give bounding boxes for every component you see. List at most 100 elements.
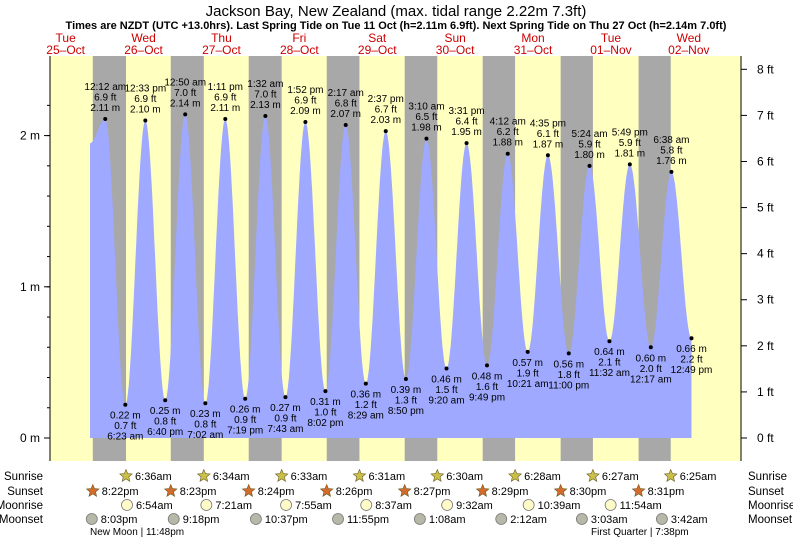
day-date: 01–Nov <box>590 43 631 57</box>
sunset-event: 8:26pm <box>319 483 372 498</box>
moonrise-icon <box>360 499 373 511</box>
tide-label-line: 6.9 ft <box>134 94 156 105</box>
moonrise-event: 6:54am <box>121 499 173 512</box>
sunset-event: 8:24pm <box>241 483 294 498</box>
moonrise-time: 8:37am <box>375 500 412 512</box>
high-tide-label: 6:38 am5.8 ft1.76 m <box>653 135 690 174</box>
sunrise-time: 6:31am <box>368 471 405 483</box>
sun-star-icon <box>163 483 178 497</box>
tide-label-line: 1.8 ft <box>558 370 580 381</box>
sunset-event: 8:31pm <box>631 483 685 498</box>
tide-label-line: 1.80 m <box>574 150 605 161</box>
high-tide-label: 2:37 pm6.7 ft2.03 m <box>368 94 404 134</box>
sunset-time: 8:27pm <box>414 486 451 498</box>
high-tide-label: 5:24 am5.9 ft1.80 m <box>571 129 608 168</box>
tide-label-line: 1.87 m <box>533 139 564 150</box>
low-tide-label: 0.22 m0.7 ft6:23 am <box>107 402 143 443</box>
sunset-time: 8:30pm <box>570 486 607 498</box>
tide-point <box>648 345 653 350</box>
tide-label-line: 6:23 am <box>107 432 143 443</box>
moonset-event: 11:55pm <box>332 513 389 526</box>
tide-label-line: 11:00 pm <box>548 380 589 391</box>
tide-label-line: 1.88 m <box>492 138 523 149</box>
high-tide-label: 3:31 pm6.4 ft1.95 m <box>448 106 485 146</box>
tide-label-line: 3:31 pm <box>448 106 484 117</box>
tide-point <box>143 118 148 123</box>
tide-label-line: 1.2 ft <box>355 400 377 411</box>
tide-point <box>203 401 208 406</box>
almanac-row-label-left: Sunrise <box>4 471 43 483</box>
high-tide-label: 12:50 am7.0 ft2.14 m <box>164 77 206 117</box>
tide-label-line: 0.8 ft <box>154 417 176 428</box>
moonrise-event: 10:39am <box>522 499 580 512</box>
sun-star-icon <box>663 468 678 482</box>
tide-label-line: 8:02 pm <box>307 418 343 429</box>
left-tick-label: 0 m <box>20 431 40 445</box>
day-date: 31–Oct <box>514 43 553 57</box>
right-tick-label: 8 ft <box>757 62 774 76</box>
moonset-time: 1:08am <box>429 514 466 526</box>
sunset-time: 8:31pm <box>648 486 685 498</box>
moonrise-icon <box>441 499 454 511</box>
right-tick-label: 4 ft <box>757 247 774 261</box>
sunrise-event: 6:27am <box>586 468 639 483</box>
tide-point <box>464 141 469 146</box>
sunrise-time: 6:34am <box>213 471 250 483</box>
tide-label-line: 2:17 am <box>328 88 364 99</box>
right-tick-label: 1 ft <box>757 385 774 399</box>
moonset-time: 10:37pm <box>265 514 308 526</box>
tide-label-line: 6:38 am <box>653 135 689 146</box>
day-of-week: Mon <box>521 31 544 45</box>
tide-label-line: 12:17 am <box>630 374 672 385</box>
moonset-event: 3:42am <box>656 513 708 526</box>
tide-point <box>323 389 328 394</box>
sun-star-icon <box>319 483 334 497</box>
sunset-event: 8:27pm <box>397 483 451 498</box>
low-tide-label: 0.48 m1.6 ft9:49 pm <box>469 363 505 403</box>
tide-label-line: 2.14 m <box>170 98 201 109</box>
tide-label-line: 2.10 m <box>130 104 161 115</box>
tide-label-line: 12:33 pm <box>124 83 166 94</box>
sun-star-icon <box>352 468 367 482</box>
day-date: 25–Oct <box>46 43 85 57</box>
moonrise-icon <box>522 499 535 511</box>
high-tide-label: 1:11 pm6.9 ft2.11 m <box>208 82 243 121</box>
tide-label-line: 4:35 pm <box>530 118 566 129</box>
day-of-week: Thu <box>211 31 232 45</box>
day-date: 02–Nov <box>668 43 709 57</box>
tide-label-line: 6.5 ft <box>415 112 437 123</box>
tide-label-line: 1.5 ft <box>435 385 457 396</box>
tide-label-line: 6.1 ft <box>537 129 559 140</box>
moonset-icon <box>332 513 344 525</box>
tide-point <box>123 402 128 407</box>
moon-phase-first-quarter: First Quarter | 7:38pm <box>591 527 689 538</box>
right-tick-label: 5 ft <box>757 201 774 215</box>
low-tide-label: 0.46 m1.5 ft9:20 am <box>428 366 465 406</box>
moonrise-time: 11:54am <box>620 500 662 512</box>
high-tide-label: 1:52 pm6.9 ft2.09 m <box>287 85 323 124</box>
sun-star-icon <box>274 468 289 482</box>
moonset-event: 9:18pm <box>167 513 219 526</box>
tide-label-line: 9:49 pm <box>469 392 505 403</box>
tide-label-line: 0.64 m <box>594 347 625 358</box>
moonrise-event: 11:54am <box>604 499 662 512</box>
sun-star-icon <box>631 483 646 497</box>
tide-label-line: 12:49 pm <box>671 365 713 376</box>
tide-label-line: 1.9 ft <box>517 368 539 379</box>
tide-label-line: 0.9 ft <box>274 414 296 425</box>
tide-label-line: 12:12 am <box>84 82 126 93</box>
tide-label-line: 2.1 ft <box>598 358 620 369</box>
moonset-time: 3:03am <box>591 514 628 526</box>
moonset-event: 3:03am <box>575 513 628 526</box>
sun-star-icon <box>475 483 490 497</box>
sunrise-event: 6:28am <box>508 468 561 483</box>
day-of-week: Tue <box>601 31 622 45</box>
sunrise-time: 6:33am <box>291 471 328 483</box>
moonrise-event: 7:55am <box>280 499 332 512</box>
sunset-time: 8:23pm <box>180 486 217 498</box>
sun-star-icon <box>241 483 256 497</box>
